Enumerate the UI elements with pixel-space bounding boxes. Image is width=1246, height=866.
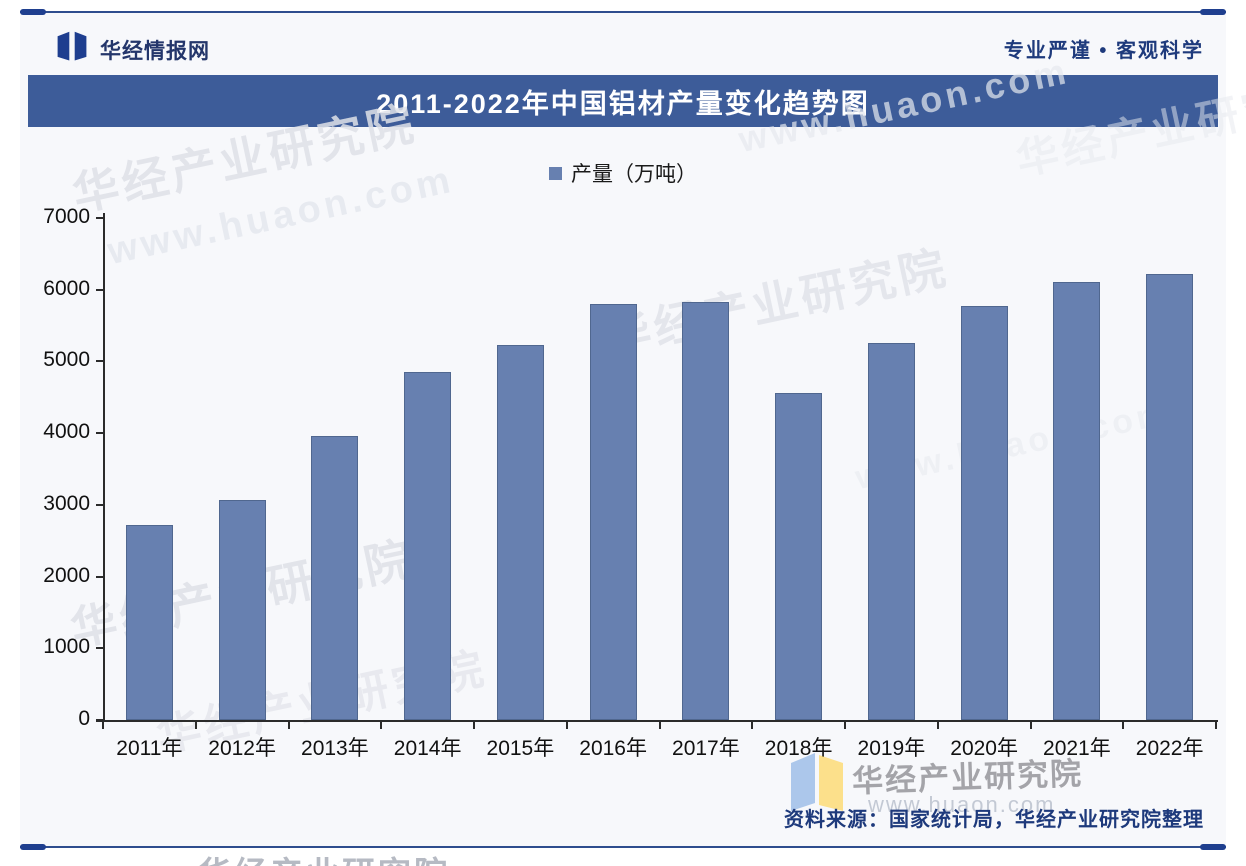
y-axis-tick xyxy=(96,288,103,291)
x-axis-tick xyxy=(380,722,383,729)
bar-2017年 xyxy=(682,301,730,720)
bar-2011年 xyxy=(125,524,173,720)
chart-legend: 产量（万吨） xyxy=(0,158,1246,188)
bar-2021年 xyxy=(1053,282,1101,720)
open-book-logo-icon xyxy=(54,30,90,69)
y-axis-tick xyxy=(96,432,103,435)
x-axis-tick xyxy=(287,722,290,729)
y-axis-tick-label: 4000 xyxy=(43,420,90,444)
x-axis-category-label: 2022年 xyxy=(1135,737,1204,760)
x-axis xyxy=(96,720,1218,722)
footer-color-logo-icon xyxy=(789,751,847,818)
top-divider-line xyxy=(20,9,1226,15)
y-axis-tick-label: 1000 xyxy=(43,635,90,659)
x-axis-tick xyxy=(751,722,754,729)
x-axis-tick xyxy=(565,722,568,729)
header: 华经情报网 专业严谨 • 客观科学 xyxy=(20,24,1226,70)
brand-name: 华经情报网 xyxy=(100,39,210,63)
title-bar: 2011-2022年中国铝材产量变化趋势图 xyxy=(28,75,1218,127)
x-axis-tick xyxy=(194,722,197,729)
brand: 华经情报网 xyxy=(54,30,210,69)
x-axis-tick xyxy=(1122,722,1125,729)
y-axis-tick-label: 0 xyxy=(78,707,90,730)
y-axis-tick xyxy=(96,719,103,721)
x-axis-category-label: 2013年 xyxy=(301,737,369,760)
x-axis-tick xyxy=(102,722,104,729)
x-axis-category-label: 2018年 xyxy=(764,737,833,760)
bar-2015年 xyxy=(496,344,544,720)
y-axis-tick xyxy=(96,575,103,578)
footer-url-watermark: www.huaon.com xyxy=(868,792,1056,817)
x-axis-category-label: 2020年 xyxy=(950,737,1018,760)
y-axis-tick-label: 5000 xyxy=(43,348,90,372)
bar-2014年 xyxy=(404,372,452,720)
y-axis-tick xyxy=(96,360,103,363)
y-axis-tick-label: 2000 xyxy=(43,563,90,587)
x-axis-category-label: 2015年 xyxy=(486,737,555,760)
bar-2019年 xyxy=(867,343,915,720)
x-axis-tick xyxy=(844,722,846,729)
bar-2018年 xyxy=(775,393,823,720)
y-axis-tick xyxy=(96,503,103,506)
y-axis-tick xyxy=(96,647,103,650)
bottom-cropped-watermark: 华经产业研究院 xyxy=(198,847,450,866)
bottom-divider-line xyxy=(20,844,1226,850)
x-axis-tick xyxy=(936,722,939,729)
x-axis-tick xyxy=(658,722,661,729)
y-axis-tick-label: 3000 xyxy=(43,491,90,515)
x-axis-tick xyxy=(473,722,475,729)
x-axis-category-label: 2021年 xyxy=(1043,737,1111,760)
bar-2022年 xyxy=(1146,273,1194,720)
legend-label: 产量（万吨） xyxy=(571,163,697,186)
page-title: 2011-2022年中国铝材产量变化趋势图 xyxy=(376,88,870,119)
x-axis-tick xyxy=(1029,722,1032,729)
x-axis-tick xyxy=(1215,722,1217,729)
y-axis-tick-label: 7000 xyxy=(43,205,90,228)
x-axis-category-label: 2016年 xyxy=(579,737,647,760)
bar-2016年 xyxy=(589,304,637,720)
x-axis-category-label: 2019年 xyxy=(857,737,926,760)
x-axis-category-label: 2014年 xyxy=(393,737,462,760)
x-axis-category-label: 2017年 xyxy=(672,737,740,760)
y-axis xyxy=(103,213,105,722)
bar-2012年 xyxy=(218,499,266,720)
legend-marker-icon xyxy=(549,166,562,180)
bar-2020年 xyxy=(960,305,1008,720)
data-source-note: 资料来源：国家统计局，华经产业研究院整理 xyxy=(784,809,1204,831)
header-slogan: 专业严谨 • 客观科学 xyxy=(1003,40,1204,62)
x-axis-category-label: 2011年 xyxy=(116,737,183,760)
bar-2013年 xyxy=(311,435,359,720)
y-axis-tick-label: 6000 xyxy=(43,276,90,300)
x-axis-category-label: 2012年 xyxy=(208,737,276,760)
y-axis-tick xyxy=(96,217,103,219)
